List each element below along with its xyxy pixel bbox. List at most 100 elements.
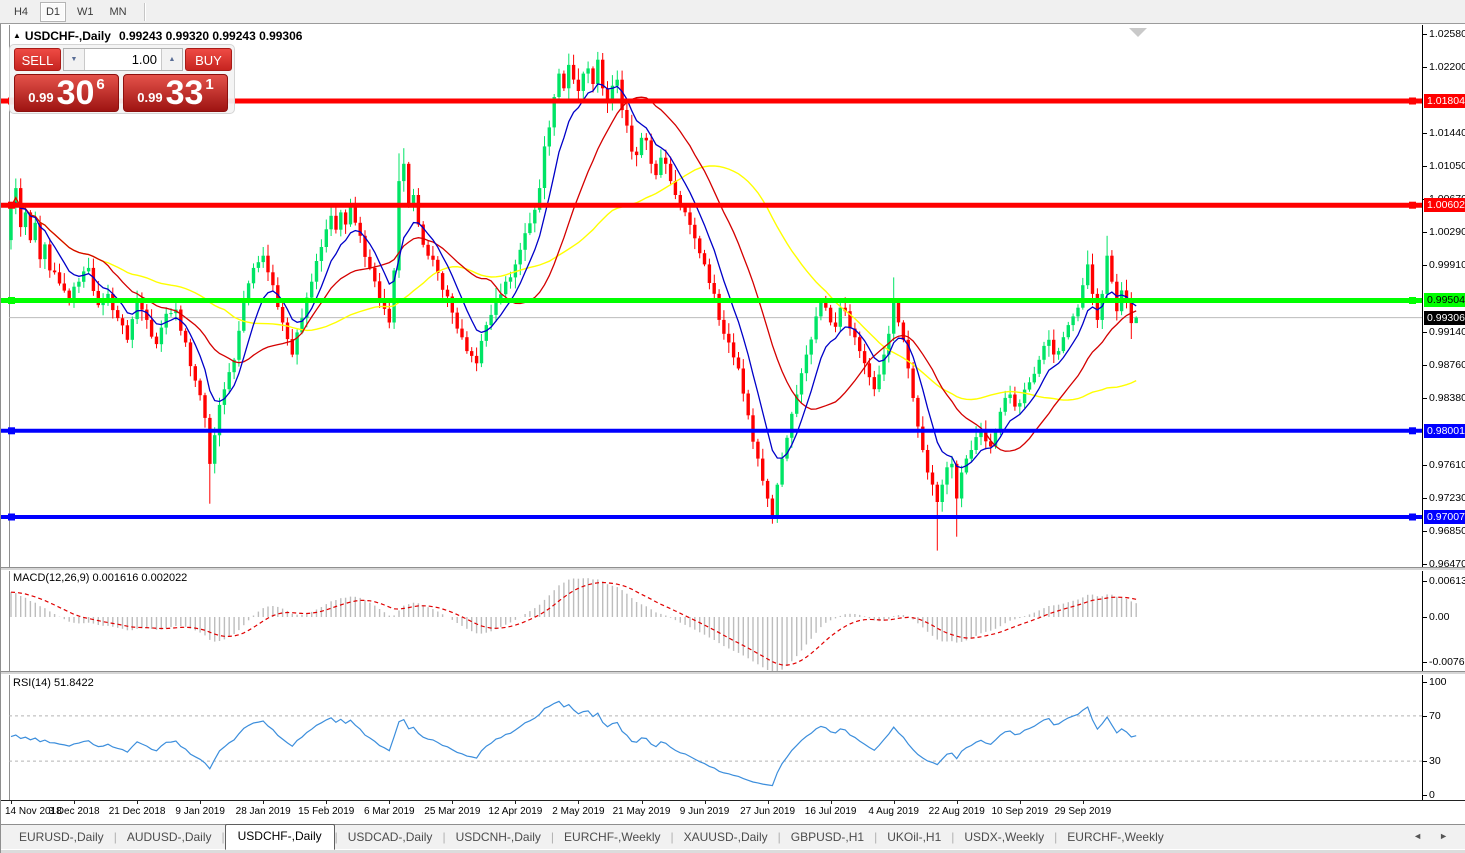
date-axis-tick	[326, 800, 328, 804]
timeframe-h4-button[interactable]: H4	[13, 5, 29, 18]
date-axis-label: 28 Jan 2019	[235, 806, 291, 817]
date-axis-label: 6 Mar 2019	[364, 806, 415, 817]
chart-symbol-label: USDCHF-,Daily	[24, 29, 111, 43]
date-axis-label: 9 Jan 2019	[175, 806, 225, 817]
date-axis-label: 14 Nov 2018	[5, 806, 62, 817]
date-axis-label: 27 Jun 2019	[740, 806, 796, 817]
chart-shift-marker-icon	[1129, 28, 1147, 37]
rsi-name: RSI(14)	[13, 677, 51, 689]
macd-pane-splitter[interactable]	[1, 567, 1465, 571]
date-axis-tick	[956, 800, 958, 804]
one-click-trading-panel: SELL ▼ ▲ BUY 0.99 30 6 0.99 33 1	[9, 44, 235, 114]
price-line-badge: 0.99504	[1424, 293, 1465, 308]
timeframe-mn-button[interactable]: MN	[109, 5, 127, 18]
date-axis-tick	[200, 800, 202, 804]
rsi-indicator	[9, 700, 1422, 787]
chart-tab[interactable]: GBPUSD-,H1	[790, 830, 865, 844]
timeframe-w1-button[interactable]: W1	[77, 5, 94, 18]
price-axis-tick	[1422, 563, 1427, 565]
chart-tab[interactable]: XAUUSD-,Daily	[683, 830, 768, 844]
chart-tab[interactable]: USDX-,Weekly	[964, 830, 1045, 844]
moving-averages	[10, 83, 1137, 469]
tab-separator: |	[113, 830, 117, 844]
chart-tab[interactable]: USDCAD-,Daily	[347, 830, 433, 844]
chart-window: ▲ USDCHF-,Daily 0.99243 0.99320 0.99243 0.…	[0, 24, 1465, 853]
rsi-value: 51.8422	[53, 677, 94, 689]
date-axis-tick	[893, 800, 895, 804]
chart-tab[interactable]: AUDUSD-,Daily	[126, 830, 212, 844]
date-axis-tick	[389, 800, 391, 804]
chart-tab[interactable]: USDCNH-,Daily	[455, 830, 541, 844]
price-axis-tick	[1422, 332, 1427, 334]
price-axis-label: 0.97610	[1429, 458, 1465, 471]
sell-price-box[interactable]: 0.99 30 6	[14, 74, 119, 112]
buy-button[interactable]: BUY	[185, 48, 232, 71]
rsi-axis-tick	[1422, 715, 1427, 717]
date-axis-label: 3 Dec 2018	[48, 806, 100, 817]
date-axis-tick	[767, 800, 769, 804]
price-axis-label: 1.01440	[1429, 126, 1465, 139]
tab-separator: |	[777, 830, 781, 844]
volume-increase-icon[interactable]: ▲	[161, 49, 182, 70]
price-line-badge: 0.98001	[1424, 423, 1465, 438]
chart-tab-active[interactable]: USDCHF-,Daily	[224, 824, 335, 850]
tab-separator: |	[221, 830, 225, 844]
macd-axis-tick	[1422, 580, 1427, 582]
date-axis-label: 9 Jun 2019	[679, 806, 730, 817]
sell-button[interactable]: SELL	[14, 48, 61, 71]
macd-axis-label: -0.007612	[1429, 656, 1465, 669]
buy-price-box[interactable]: 0.99 33 1	[123, 74, 228, 112]
chart-tab[interactable]: UKOil-,H1	[887, 830, 942, 844]
price-line-badge: 1.00602	[1424, 198, 1465, 213]
macd-axis-tick	[1422, 662, 1427, 664]
chart-canvas[interactable]	[1, 24, 1465, 853]
sell-price-small: 0.99	[28, 90, 54, 105]
rsi-axis-label: 30	[1429, 755, 1441, 768]
tab-scroll-right-icon[interactable]: ►	[1439, 831, 1448, 841]
macd-axis-tick	[1422, 617, 1427, 618]
date-axis-tick	[578, 800, 580, 804]
price-axis-tick	[1422, 33, 1427, 35]
volume-input[interactable]	[85, 49, 161, 70]
date-axis-tick	[641, 800, 643, 804]
date-axis-line	[1, 800, 1465, 801]
price-axis-tick	[1422, 132, 1427, 134]
macd-label: MACD(12,26,9) 0.001616 0.002022	[13, 572, 187, 584]
date-axis-label: 4 Aug 2019	[868, 806, 919, 817]
tab-separator: |	[874, 830, 878, 844]
volume-decrease-icon[interactable]: ▼	[64, 49, 85, 70]
current-price-badge: 0.99306	[1424, 310, 1465, 325]
rsi-axis-tick	[1422, 795, 1427, 796]
chart-ohlc-values: 0.99243 0.99320 0.99243 0.99306	[118, 29, 303, 43]
rsi-axis-tick	[1422, 761, 1427, 763]
tab-separator: |	[670, 830, 674, 844]
date-axis-label: 21 May 2019	[612, 806, 671, 817]
macd-axis-label: 0.00	[1429, 611, 1450, 623]
chart-tab[interactable]: EURCHF-,Weekly	[1067, 830, 1164, 844]
macd-axis-label: 0.00613	[1429, 574, 1465, 587]
tab-separator: |	[1054, 830, 1058, 844]
timeframe-d1-button[interactable]: D1	[40, 1, 66, 22]
price-axis-tick	[1422, 66, 1427, 68]
price-line-badge: 1.01804	[1424, 94, 1465, 108]
symbol-tab-bar: ◄ ► EURUSD-,Daily | AUDUSD-,Daily | USDCHF-,…	[1, 824, 1465, 850]
date-axis-label: 2 May 2019	[552, 806, 605, 817]
chart-tab[interactable]: EURUSD-,Daily	[19, 830, 104, 844]
price-axis-tick	[1422, 166, 1427, 168]
tab-separator: |	[550, 830, 555, 844]
rsi-pane-splitter[interactable]	[1, 671, 1465, 675]
price-axis-label: 0.98380	[1429, 391, 1465, 404]
date-axis-label: 10 Sep 2019	[991, 806, 1049, 817]
tab-scroll-left-icon[interactable]: ◄	[1413, 831, 1422, 841]
price-axis-tick	[1422, 232, 1427, 234]
chart-tab[interactable]: EURCHF-,Weekly	[564, 830, 661, 844]
chart-title: ▲ USDCHF-,Daily 0.99243 0.99320 0.99243 0.…	[13, 29, 302, 43]
date-axis-tick	[11, 800, 12, 804]
date-axis-tick	[452, 800, 454, 804]
price-axis-label: 0.99140	[1429, 326, 1465, 339]
price-axis-label: 1.02580	[1429, 27, 1465, 40]
horizontal-level-lines[interactable]	[1, 97, 1422, 521]
date-axis-label: 12 Apr 2019	[488, 806, 543, 817]
price-axis-label: 0.96850	[1429, 524, 1465, 537]
